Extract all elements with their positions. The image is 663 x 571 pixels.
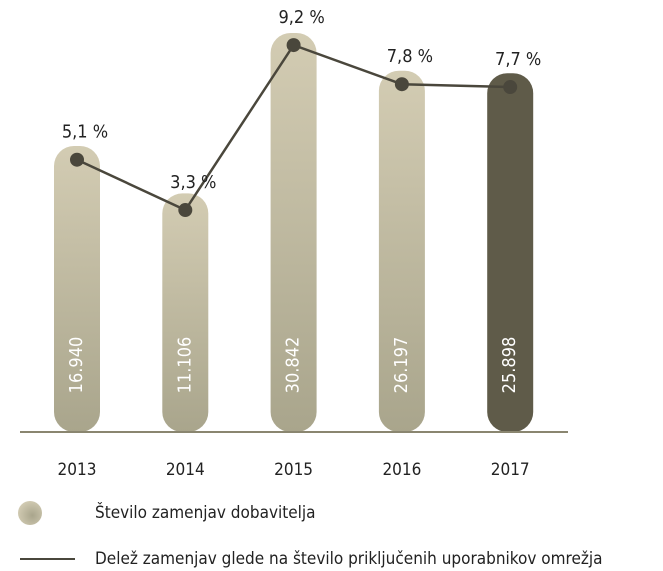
x-tick-label: 2014 bbox=[166, 460, 205, 480]
line-point bbox=[70, 152, 84, 167]
line-value-label: 3,3 % bbox=[170, 172, 216, 193]
bar bbox=[487, 73, 534, 432]
line-point bbox=[503, 80, 518, 95]
bar bbox=[270, 33, 317, 432]
bar-value-label: 30.842 bbox=[283, 337, 304, 394]
x-tick-label: 2017 bbox=[491, 460, 530, 480]
x-tick-label: 2013 bbox=[58, 460, 97, 480]
line-value-label: 9,2 % bbox=[278, 7, 324, 28]
x-tick-label: 2016 bbox=[382, 460, 421, 480]
line-value-label: 7,8 % bbox=[387, 46, 433, 67]
bars: 16.940 11.106 30.842 26.197 25.898 bbox=[54, 33, 534, 432]
line-value-label: 5,1 % bbox=[62, 122, 108, 143]
legend-label: Število zamenjav dobavitelja bbox=[95, 501, 316, 523]
bar bbox=[54, 146, 100, 432]
line-point bbox=[286, 38, 301, 53]
line-point bbox=[178, 203, 193, 218]
bar-value-label: 16.940 bbox=[66, 337, 87, 394]
bar-value-label: 11.106 bbox=[174, 337, 195, 394]
line-point bbox=[394, 77, 409, 92]
bar bbox=[378, 70, 425, 432]
bar bbox=[162, 193, 209, 432]
line-value-label: 7,7 % bbox=[495, 49, 541, 70]
bar-value-label: 25.898 bbox=[499, 337, 520, 394]
bar-value-label: 26.197 bbox=[391, 337, 412, 394]
legend-label: Delež zamenjav glede na število priključ… bbox=[95, 549, 603, 569]
x-tick-label: 2015 bbox=[274, 460, 313, 480]
legend-swatch bbox=[18, 501, 42, 525]
line-layer: 5,1 % 3,3 % 9,2 % 7,8 % 7,7 % bbox=[62, 7, 541, 218]
